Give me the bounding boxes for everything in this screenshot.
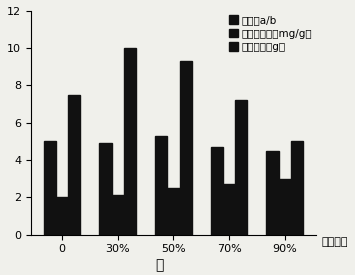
- Bar: [211, 147, 223, 235]
- Bar: [223, 184, 235, 235]
- Bar: [99, 143, 111, 235]
- Bar: [44, 141, 56, 235]
- Bar: [180, 61, 192, 235]
- Bar: [167, 188, 180, 235]
- Bar: [266, 151, 279, 235]
- Bar: [111, 196, 124, 235]
- Bar: [124, 48, 136, 235]
- Bar: [279, 179, 291, 235]
- Text: 遙光比例: 遙光比例: [322, 237, 348, 247]
- Bar: [235, 100, 247, 235]
- Text: 乙: 乙: [155, 258, 164, 272]
- Bar: [68, 95, 81, 235]
- Legend: 叶綠素a/b, 叶綠素含量（mg/g）, 植株干重（g）: 叶綠素a/b, 叶綠素含量（mg/g）, 植株干重（g）: [226, 13, 314, 54]
- Bar: [291, 141, 303, 235]
- Bar: [155, 136, 167, 235]
- Bar: [56, 197, 68, 235]
